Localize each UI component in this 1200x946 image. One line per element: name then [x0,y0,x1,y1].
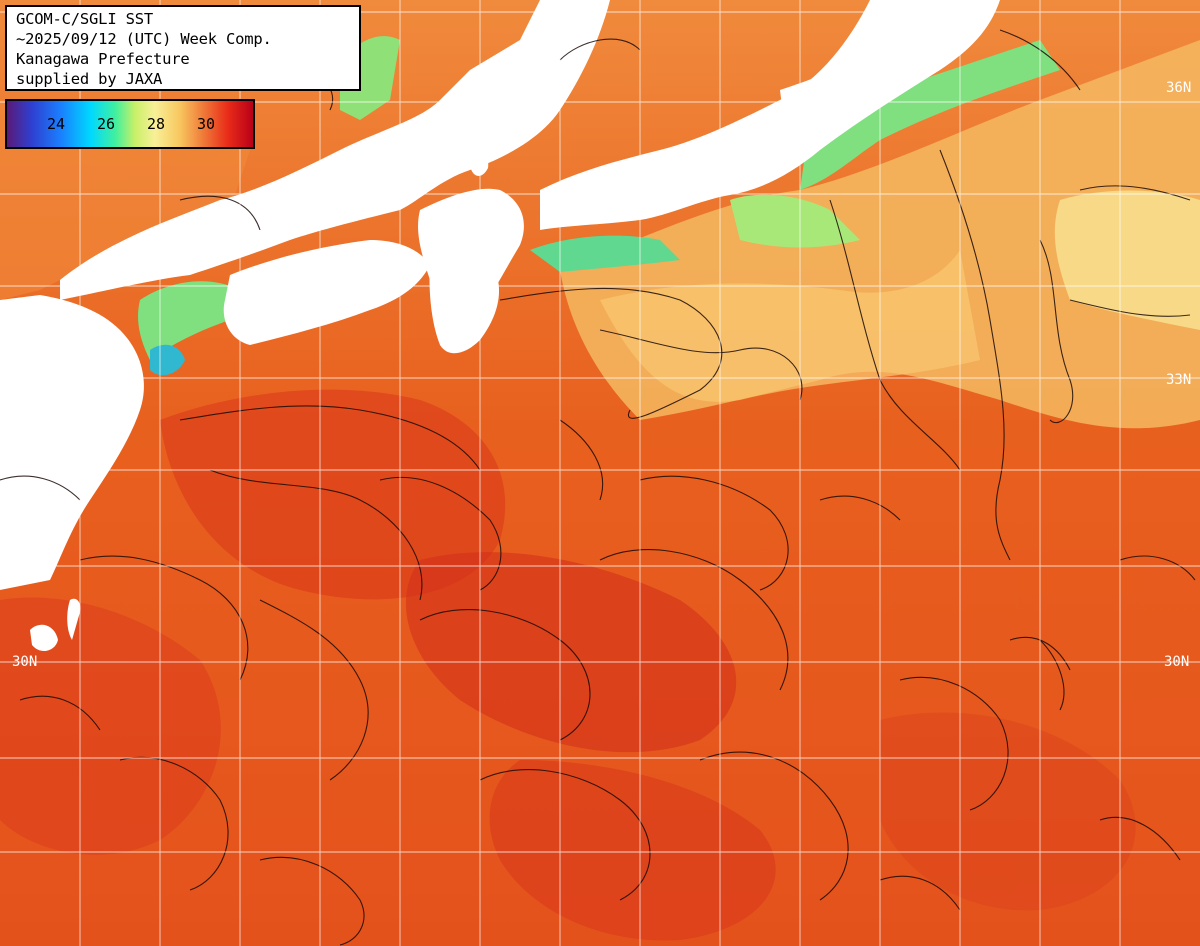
product-title: GCOM-C/SGLI SST [16,10,153,28]
date-range: ~2025/09/12 (UTC) Week Comp. [16,30,272,48]
lat-label-30n-left: 30N [12,654,38,670]
colorbar-tick-26: 26 [97,115,116,133]
data-credit: supplied by JAXA [16,70,163,88]
coastal-green-strip [530,235,680,272]
coastal-green-strip [138,281,240,360]
colorbar-tick-28: 28 [147,115,166,133]
land-kii-peninsula [429,254,500,354]
sea-hot-pocket [489,760,776,941]
coastal-green-strip [730,194,860,248]
sea-hot-pocket [405,552,737,753]
coastal-green-strip [800,40,1060,190]
sea-hot-pocket [880,712,1136,911]
land-small-island [67,598,81,640]
sst-colorbar: 24 26 28 30 [5,99,255,149]
coastal-cool-strip [0,100,250,300]
land-tanegashima [30,624,58,652]
coastal-cyan-strip [150,344,185,376]
info-box: GCOM-C/SGLI SST ~2025/09/12 (UTC) Week C… [5,5,361,91]
sea-hot-pocket [160,389,506,600]
sea-pale-region [1054,190,1200,330]
land-izu-kanto [780,20,920,132]
land-shikoku [223,240,430,345]
lat-label-36n: 36N [1166,80,1192,96]
lat-label-30n-right: 30N [1164,654,1190,670]
land-honshu-chugoku [60,0,610,300]
colorbar-tick-24: 24 [47,115,66,133]
organization: Kanagawa Prefecture [16,50,190,68]
colorbar-tick-30: 30 [197,115,216,133]
land-small-island [470,148,489,176]
lat-label-33n: 33N [1166,372,1192,388]
contour-lines [0,29,1196,946]
land-kyushu [0,295,144,590]
sea-mild-band [600,250,980,402]
